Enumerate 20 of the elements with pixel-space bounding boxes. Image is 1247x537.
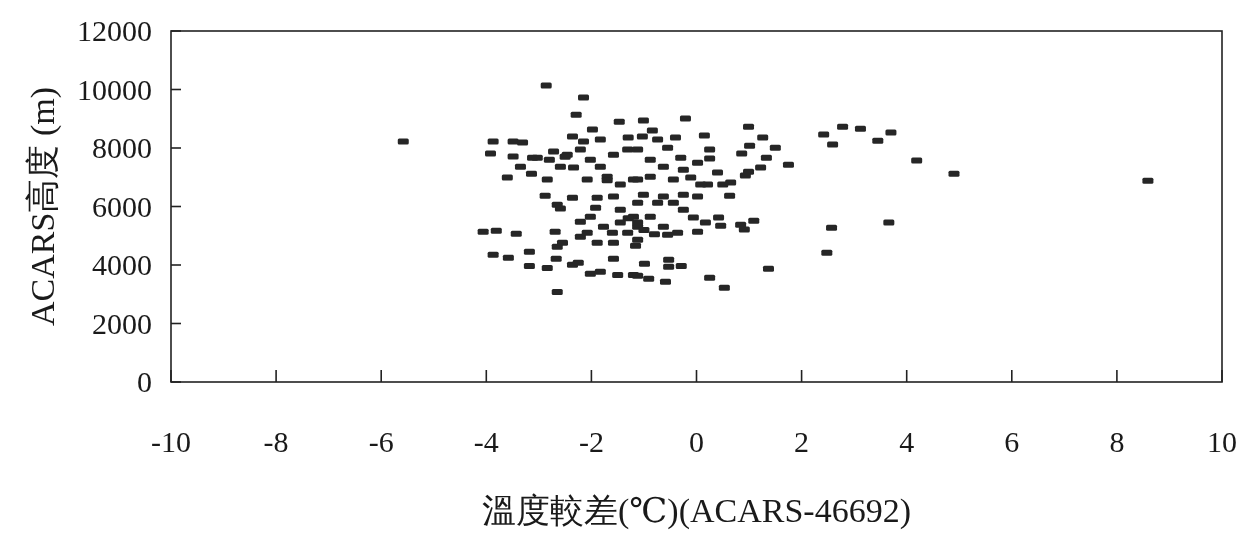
x-tick-label: 0 — [689, 425, 704, 458]
y-tick-label: 4000 — [92, 248, 152, 281]
x-tick-label: 10 — [1207, 425, 1237, 458]
x-tick-label: 8 — [1109, 425, 1125, 458]
y-tick-label: 0 — [137, 365, 152, 398]
y-tick-label: 12000 — [77, 14, 152, 47]
y-tick-label: 6000 — [92, 189, 152, 223]
x-axis-title: 溫度較差(℃)(ACARS-46692) — [481, 492, 912, 530]
y-tick-label: 8000 — [92, 131, 152, 164]
x-tick-label: 4 — [899, 425, 915, 458]
x-tick-label: 2 — [794, 425, 810, 458]
x-tick-label: -8 — [263, 425, 289, 458]
x-tick-label: -10 — [151, 425, 191, 458]
x-tick-label: 6 — [1004, 425, 1020, 458]
x-tick-label: -2 — [578, 425, 604, 458]
x-tick-label: -6 — [368, 425, 394, 458]
y-tick-label: 2000 — [92, 306, 152, 340]
x-tick-label: -4 — [473, 425, 499, 458]
y-axis-title: ACARS高度 (m) — [24, 87, 62, 326]
y-tick-label: 10000 — [77, 72, 152, 106]
